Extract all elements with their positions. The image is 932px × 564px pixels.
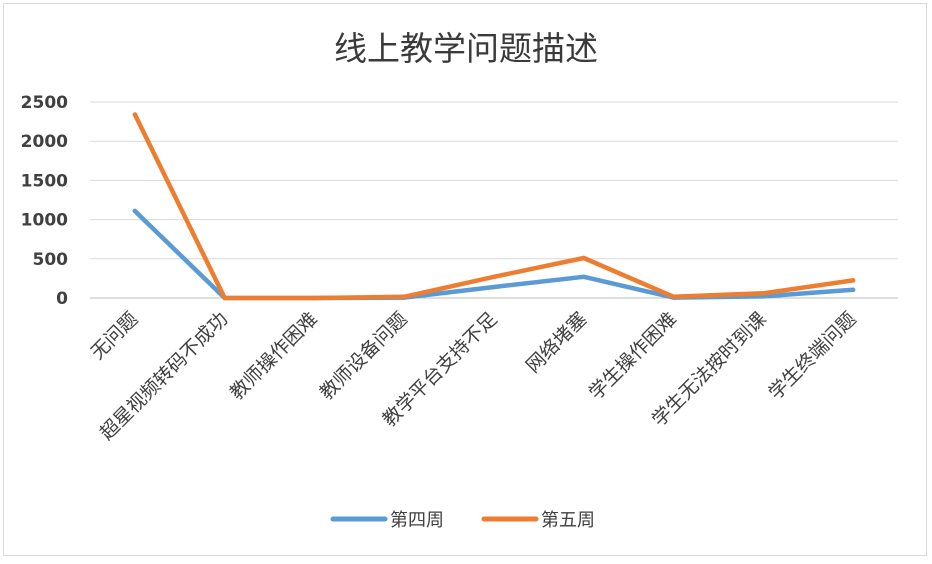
data-point (491, 284, 497, 290)
data-point (132, 208, 138, 214)
y-axis: 0 500 1000 1500 2000 2500 (21, 93, 68, 309)
data-point (402, 294, 407, 300)
data-point (581, 255, 586, 261)
data-point (132, 112, 138, 117)
data-point (850, 287, 856, 292)
data-point (222, 295, 227, 301)
x-tick-label: 教师操作困难 (226, 308, 322, 404)
data-point (671, 294, 676, 300)
chart-area (3, 3, 927, 556)
data-point (850, 278, 856, 283)
legend: 第四周 第五周 (330, 510, 595, 531)
data-point (581, 274, 586, 280)
x-tick-label: 学生操作困难 (585, 308, 681, 404)
legend-label-week4: 第四周 (390, 510, 444, 531)
y-tick-label: 500 (33, 250, 69, 270)
plot-area (132, 112, 856, 301)
data-point (312, 295, 317, 301)
y-tick-label: 0 (56, 289, 68, 309)
y-tick-label: 2500 (21, 93, 68, 113)
series-line-week5 (132, 112, 856, 301)
chart-title: 线上教学问题描述 (334, 29, 598, 68)
x-tick-label: 网络堵塞 (522, 308, 591, 377)
x-tick-label: 学生终端问题 (764, 308, 860, 404)
legend-label-week5: 第五周 (541, 510, 595, 531)
x-tick-label: 教师设备问题 (316, 308, 412, 404)
y-tick-label: 1000 (21, 211, 68, 231)
y-tick-label: 1500 (21, 171, 68, 191)
data-point (761, 291, 766, 296)
data-point (491, 274, 497, 280)
y-tick-label: 2000 (21, 132, 68, 152)
x-tick-label: 无问题 (87, 308, 143, 364)
